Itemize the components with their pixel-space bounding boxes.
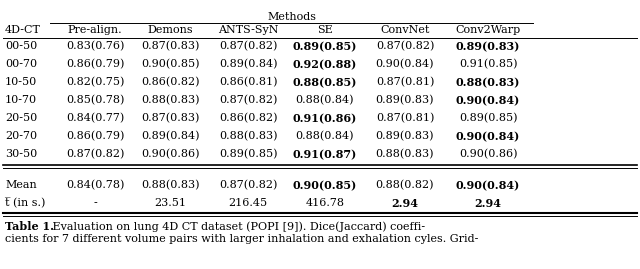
Text: ANTS-SyN: ANTS-SyN: [218, 25, 278, 35]
Text: 0.90(0.84): 0.90(0.84): [456, 131, 520, 142]
Text: 20-50: 20-50: [5, 113, 37, 123]
Text: 0.89(0.84): 0.89(0.84): [219, 59, 277, 69]
Text: 30-50: 30-50: [5, 149, 37, 159]
Text: 0.87(0.82): 0.87(0.82): [66, 149, 124, 159]
Text: 0.89(0.85): 0.89(0.85): [459, 113, 517, 123]
Text: 20-70: 20-70: [5, 131, 37, 141]
Text: 0.87(0.82): 0.87(0.82): [376, 41, 434, 51]
Text: t̅ (in s.): t̅ (in s.): [5, 198, 45, 208]
Text: 0.91(0.85): 0.91(0.85): [459, 59, 517, 69]
Text: 0.84(0.77): 0.84(0.77): [66, 113, 124, 123]
Text: Table 1.: Table 1.: [5, 221, 54, 232]
Text: 0.87(0.81): 0.87(0.81): [376, 77, 434, 87]
Text: 0.88(0.83): 0.88(0.83): [456, 77, 520, 88]
Text: Methods: Methods: [267, 12, 316, 22]
Text: 4D-CT: 4D-CT: [5, 25, 41, 35]
Text: 0.88(0.83): 0.88(0.83): [376, 149, 435, 159]
Text: 0.88(0.83): 0.88(0.83): [219, 131, 277, 141]
Text: 00-70: 00-70: [5, 59, 37, 69]
Text: Mean: Mean: [5, 180, 36, 190]
Text: 0.88(0.83): 0.88(0.83): [141, 180, 199, 190]
Text: 0.89(0.85): 0.89(0.85): [293, 41, 357, 52]
Text: 0.88(0.84): 0.88(0.84): [296, 131, 355, 141]
Text: 23.51: 23.51: [154, 198, 186, 208]
Text: 0.89(0.83): 0.89(0.83): [376, 95, 435, 105]
Text: 0.88(0.82): 0.88(0.82): [376, 180, 435, 190]
Text: 0.83(0.76): 0.83(0.76): [66, 41, 124, 51]
Text: SE: SE: [317, 25, 333, 35]
Text: 0.91(0.86): 0.91(0.86): [293, 113, 357, 124]
Text: 0.92(0.88): 0.92(0.88): [293, 59, 357, 70]
Text: 0.89(0.83): 0.89(0.83): [376, 131, 435, 141]
Text: 0.87(0.81): 0.87(0.81): [376, 113, 434, 123]
Text: Pre-align.: Pre-align.: [68, 25, 122, 35]
Text: 0.89(0.83): 0.89(0.83): [456, 41, 520, 52]
Text: 0.88(0.84): 0.88(0.84): [296, 95, 355, 105]
Text: 216.45: 216.45: [228, 198, 268, 208]
Text: 0.91(0.87): 0.91(0.87): [293, 149, 357, 160]
Text: 2.94: 2.94: [392, 198, 419, 209]
Text: 0.87(0.83): 0.87(0.83): [141, 113, 199, 123]
Text: 0.87(0.82): 0.87(0.82): [219, 41, 277, 51]
Text: 0.82(0.75): 0.82(0.75): [66, 77, 124, 87]
Text: 0.87(0.83): 0.87(0.83): [141, 41, 199, 51]
Text: 0.90(0.85): 0.90(0.85): [293, 180, 357, 191]
Text: 10-50: 10-50: [5, 77, 37, 87]
Text: 10-70: 10-70: [5, 95, 37, 105]
Text: 0.89(0.84): 0.89(0.84): [141, 131, 199, 141]
Text: 0.89(0.85): 0.89(0.85): [219, 149, 277, 159]
Text: 0.86(0.81): 0.86(0.81): [219, 77, 277, 87]
Text: ConvNet: ConvNet: [380, 25, 429, 35]
Text: 0.84(0.78): 0.84(0.78): [66, 180, 124, 190]
Text: 0.86(0.79): 0.86(0.79): [66, 131, 124, 141]
Text: -: -: [93, 198, 97, 208]
Text: 0.86(0.82): 0.86(0.82): [219, 113, 277, 123]
Text: 0.90(0.86): 0.90(0.86): [141, 149, 199, 159]
Text: 0.86(0.82): 0.86(0.82): [141, 77, 199, 87]
Text: 0.90(0.86): 0.90(0.86): [459, 149, 517, 159]
Text: 0.90(0.84): 0.90(0.84): [456, 95, 520, 106]
Text: 0.88(0.83): 0.88(0.83): [141, 95, 199, 105]
Text: 0.90(0.84): 0.90(0.84): [376, 59, 435, 69]
Text: 0.87(0.82): 0.87(0.82): [219, 95, 277, 105]
Text: 0.90(0.84): 0.90(0.84): [456, 180, 520, 191]
Text: Evaluation on lung 4D CT dataset (POPI [9]). Dice(Jaccard) coeffi-: Evaluation on lung 4D CT dataset (POPI […: [49, 221, 425, 232]
Text: 416.78: 416.78: [305, 198, 344, 208]
Text: 0.90(0.85): 0.90(0.85): [141, 59, 199, 69]
Text: cients for 7 different volume pairs with larger inhalation and exhalation cyles.: cients for 7 different volume pairs with…: [5, 234, 478, 244]
Text: Demons: Demons: [147, 25, 193, 35]
Text: 0.87(0.82): 0.87(0.82): [219, 180, 277, 190]
Text: 0.85(0.78): 0.85(0.78): [66, 95, 124, 105]
Text: Conv2Warp: Conv2Warp: [456, 25, 520, 35]
Text: 0.86(0.79): 0.86(0.79): [66, 59, 124, 69]
Text: 2.94: 2.94: [474, 198, 502, 209]
Text: 00-50: 00-50: [5, 41, 37, 51]
Text: 0.88(0.85): 0.88(0.85): [293, 77, 357, 88]
